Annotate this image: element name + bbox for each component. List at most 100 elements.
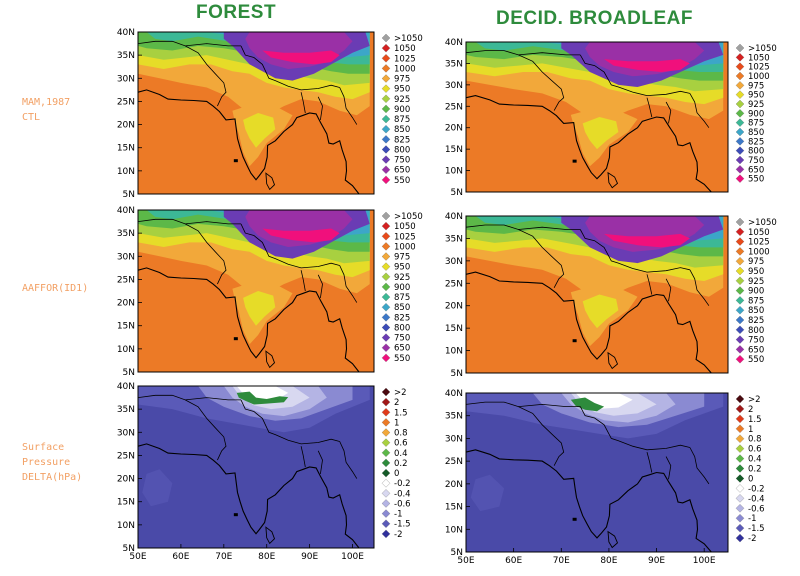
legend-label: 800 — [748, 147, 764, 157]
country-border — [665, 278, 672, 302]
y-tick-label: 10N — [117, 521, 135, 531]
panel-field — [466, 393, 728, 552]
legend-swatch — [381, 478, 391, 488]
legend-swatch — [381, 428, 391, 437]
country-border — [300, 92, 306, 114]
legend-label: 825 — [394, 135, 410, 145]
y-tick-label: 15N — [117, 144, 135, 154]
row-label-ctl: MAM,1987 CTL — [22, 95, 70, 125]
y-tick-label: 35N — [445, 412, 463, 422]
row-label-line: CTL — [22, 112, 41, 123]
coastline — [466, 271, 712, 373]
legend-label: 850 — [394, 303, 410, 313]
y-tick-label: 40N — [445, 212, 463, 222]
legend-swatch — [735, 523, 745, 533]
y-tick-label: 25N — [117, 275, 135, 285]
legend-swatch — [381, 323, 391, 332]
pressure-contour-550 — [604, 59, 690, 72]
map-panel: 40N 35N 30N 25N 20N 15N 10N 5N >1050105010251000… — [445, 212, 777, 379]
country-border — [138, 394, 241, 401]
island-outline — [607, 351, 619, 370]
legend-swatch — [735, 227, 745, 237]
legend-label: 750 — [394, 156, 410, 166]
country-border — [339, 87, 358, 125]
legend-swatch — [735, 424, 745, 434]
country-border — [466, 224, 581, 230]
coastline — [138, 89, 360, 194]
legend-swatch — [381, 104, 391, 114]
y-tick-label: 10N — [445, 167, 463, 177]
legend-swatch — [735, 137, 745, 146]
country-border — [138, 218, 241, 225]
map-panel: 40N 35N 30N 25N 20N 15N 10N 5N >1050105010251000… — [445, 38, 777, 198]
legend-swatch — [735, 99, 745, 109]
legend-swatch — [735, 335, 745, 344]
legend-label: 875 — [748, 296, 764, 306]
legend-swatch — [735, 474, 745, 483]
y-tick-label: 5N — [451, 188, 463, 198]
country-border — [646, 274, 653, 295]
legend-swatch — [735, 146, 745, 155]
legend-label: 1.5 — [748, 415, 762, 425]
island-outline — [265, 526, 276, 545]
country-border — [185, 399, 227, 461]
legend-swatch — [735, 217, 745, 227]
legend-label: -2 — [394, 530, 402, 540]
legend-label: 1050 — [394, 44, 416, 54]
legend-label: 550 — [748, 355, 764, 365]
legend-label: 0 — [394, 469, 399, 479]
legend-label: 750 — [748, 156, 764, 166]
legend-label: 0 — [748, 474, 753, 484]
country-border — [300, 270, 306, 292]
legend-label: 0.4 — [394, 449, 408, 459]
y-tick-label: 15N — [445, 145, 463, 155]
legend-swatch — [381, 448, 391, 458]
legend-label: 750 — [394, 334, 410, 344]
x-tick-label: 50E — [129, 552, 146, 562]
coastline — [466, 95, 712, 192]
country-border — [646, 451, 653, 473]
legend-label: 825 — [748, 316, 764, 326]
country-border — [518, 229, 565, 288]
legend-label: 0.8 — [748, 435, 762, 445]
island-outline — [265, 172, 276, 191]
legend-label: 975 — [394, 75, 410, 85]
y-tick-label: 20N — [117, 121, 135, 131]
legend-label: 950 — [748, 91, 764, 101]
legend-label: 1000 — [394, 64, 416, 74]
panel-frame — [137, 385, 375, 549]
country-border — [185, 223, 227, 285]
pressure-contour-550 — [604, 233, 690, 248]
y-tick-label: 35N — [117, 405, 135, 415]
panel-field — [138, 32, 374, 194]
panel-field — [138, 210, 374, 372]
legend-swatch — [381, 509, 391, 518]
country-border — [466, 401, 581, 408]
x-tick-label: 50E — [457, 556, 474, 566]
legend-swatch — [381, 438, 391, 447]
legend-label: 1 — [748, 425, 753, 435]
map-panel: 40N 35N 30N 25N 20N 15N 10N 5N >1050105010251000… — [117, 28, 423, 200]
pressure-contour-550 — [262, 228, 340, 243]
legend-swatch — [735, 62, 745, 71]
country-border — [646, 97, 653, 118]
coastline — [138, 443, 360, 548]
column-title-forest: FOREST — [196, 2, 277, 23]
delta-contour-0.2 — [236, 391, 289, 405]
row-label-line: DELTA(hPa) — [22, 472, 83, 483]
legend-label: 800 — [748, 326, 764, 336]
legend-swatch — [381, 272, 391, 282]
legend-swatch — [381, 64, 391, 73]
country-border — [317, 274, 323, 298]
legend-swatch — [735, 504, 745, 513]
legend-swatch — [735, 90, 745, 99]
legend-swatch — [381, 43, 391, 53]
legend-label: 0.2 — [748, 465, 762, 475]
y-tick-label: 30N — [117, 252, 135, 262]
legend-label: 550 — [394, 176, 410, 186]
country-border — [579, 406, 690, 451]
legend-label: 800 — [394, 145, 410, 155]
legend-swatch — [381, 135, 391, 144]
